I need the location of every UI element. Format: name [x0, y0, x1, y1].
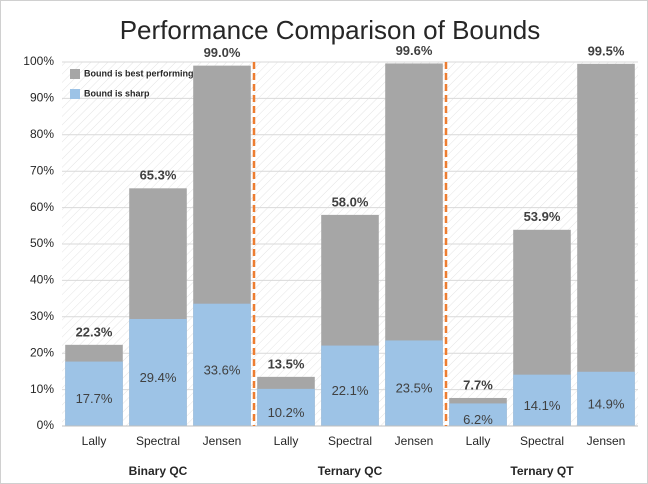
data-label: 14.9% [588, 396, 625, 411]
group-label: Ternary QC [318, 464, 383, 478]
y-tick-label: 0% [37, 418, 55, 432]
y-tick-label: 50% [30, 236, 54, 250]
data-label: 14.1% [524, 398, 561, 413]
data-label: 53.9% [524, 209, 561, 224]
group-label: Binary QC [129, 464, 188, 478]
legend-label: Bound is best performing [84, 68, 194, 78]
x-tick-label: Spectral [328, 434, 372, 448]
y-tick-label: 40% [30, 273, 54, 287]
bar [257, 388, 315, 426]
bar [321, 345, 379, 426]
x-tick-label: Lally [466, 434, 491, 448]
y-tick-label: 30% [30, 309, 54, 323]
bar [385, 340, 443, 426]
bar [513, 374, 571, 426]
legend-swatch [70, 89, 80, 99]
legend-swatch [70, 69, 80, 79]
data-label: 17.7% [76, 391, 113, 406]
group-label: Ternary QT [510, 464, 574, 478]
bar [193, 303, 251, 426]
data-label: 10.2% [268, 405, 305, 420]
data-label: 99.5% [588, 43, 625, 58]
y-tick-label: 80% [30, 127, 54, 141]
bar [577, 371, 635, 426]
bar [449, 403, 507, 426]
data-label: 65.3% [140, 168, 177, 183]
x-tick-label: Jensen [587, 434, 626, 448]
data-label: 99.6% [396, 43, 433, 58]
x-tick-label: Jensen [395, 434, 434, 448]
data-label: 13.5% [268, 356, 305, 371]
data-label: 58.0% [332, 194, 369, 209]
data-label: 99.0% [204, 45, 241, 60]
x-tick-label: Spectral [520, 434, 564, 448]
y-tick-label: 20% [30, 345, 54, 359]
legend-label: Bound is sharp [84, 88, 150, 98]
data-label: 23.5% [396, 381, 433, 396]
y-tick-label: 100% [23, 54, 54, 68]
data-label: 22.3% [76, 324, 113, 339]
bar [65, 361, 123, 426]
y-tick-label: 10% [30, 382, 54, 396]
data-label: 29.4% [140, 370, 177, 385]
y-tick-label: 90% [30, 91, 54, 105]
bar [577, 63, 635, 426]
x-tick-label: Lally [274, 434, 299, 448]
data-label: 22.1% [332, 383, 369, 398]
data-label: 6.2% [463, 412, 493, 427]
data-label: 7.7% [463, 377, 493, 392]
y-tick-label: 60% [30, 200, 54, 214]
bar [129, 318, 187, 426]
x-tick-label: Spectral [136, 434, 180, 448]
y-tick-label: 70% [30, 163, 54, 177]
chart-title: Performance Comparison of Bounds [120, 15, 541, 45]
x-tick-label: Jensen [203, 434, 242, 448]
x-tick-label: Lally [82, 434, 107, 448]
data-label: 33.6% [204, 362, 241, 377]
